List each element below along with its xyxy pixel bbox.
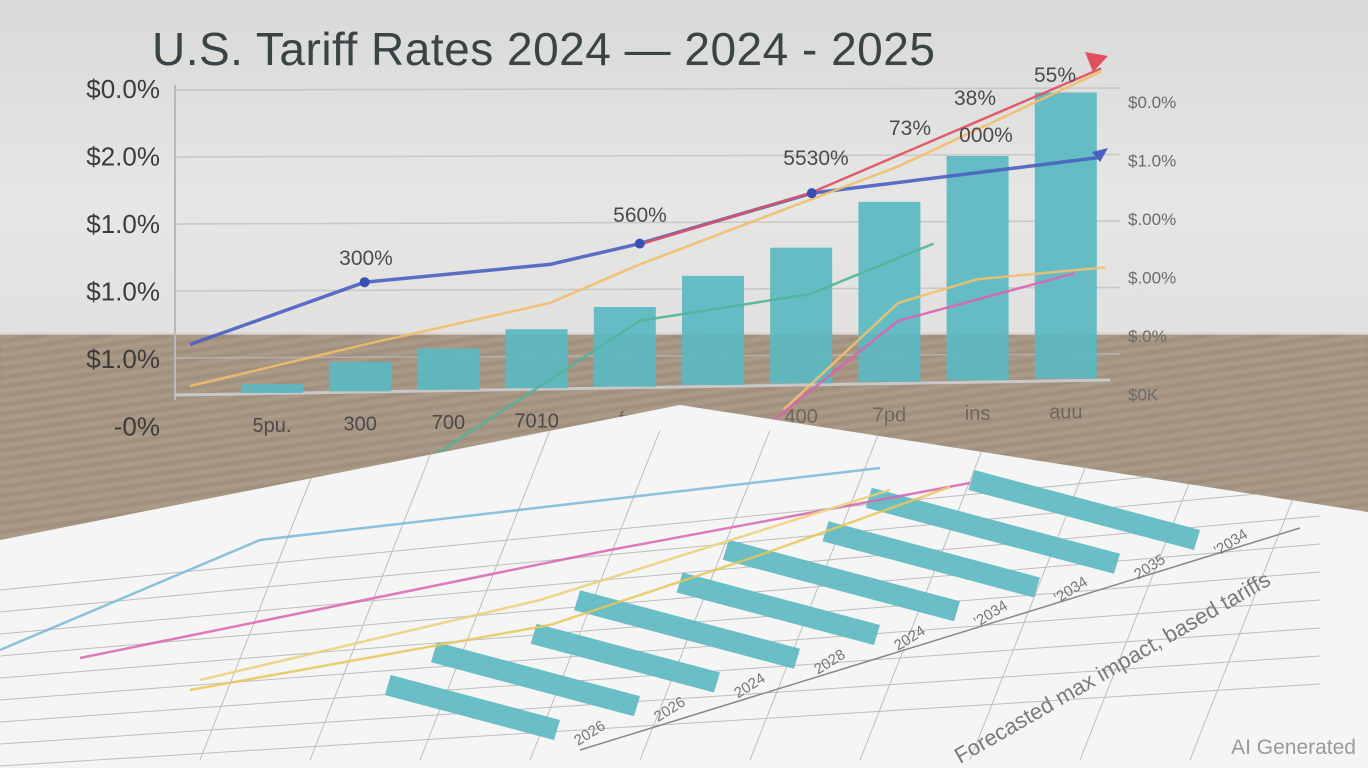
bar xyxy=(417,348,480,390)
paper-grid-line xyxy=(0,655,1321,745)
y-tick-label: $1.0% xyxy=(86,277,160,307)
bar xyxy=(505,329,568,389)
paper-bar xyxy=(430,642,640,717)
paper-bar xyxy=(865,487,1120,574)
y-tick-label: $1.0% xyxy=(86,344,160,374)
paper-line-yellow xyxy=(189,485,951,692)
data-point-marker xyxy=(359,277,370,288)
x-tick-label: 300 xyxy=(344,414,377,436)
paper-line-blue xyxy=(0,466,881,652)
paper-grid-line xyxy=(1189,429,1321,761)
y-tick-label: $2.0% xyxy=(86,142,160,172)
x-tick-label: 700 xyxy=(432,412,465,434)
data-label: 560% xyxy=(613,204,667,227)
data-label: 300% xyxy=(339,247,393,270)
chart-title: U.S. Tariff Rates 2024 — 2024 - 2025 xyxy=(152,23,936,75)
data-label: 55% xyxy=(1034,64,1076,87)
series-lines: 300% 560% 5530% 73% 000% 38% 55% xyxy=(189,52,1108,471)
paper-bar xyxy=(384,675,560,740)
paper-grid-line xyxy=(1079,429,1211,761)
y-tick-label: $0.0% xyxy=(86,74,160,104)
paper-line-yellow-2 xyxy=(199,488,891,682)
grid-line xyxy=(174,87,1121,91)
paper-grid-line xyxy=(969,429,1101,761)
x-tick-label: 7pd xyxy=(873,405,906,427)
paper-bar xyxy=(574,590,800,669)
data-point-marker xyxy=(634,238,645,249)
bar xyxy=(858,201,921,382)
data-label: 38% xyxy=(954,87,996,110)
series-line-orange xyxy=(189,70,1102,388)
x-tick-label: 5pu. xyxy=(253,415,292,437)
x-tick-label: 400 xyxy=(785,406,818,428)
watermark: AI Generated xyxy=(1231,736,1356,759)
bar xyxy=(329,361,392,392)
data-point-marker xyxy=(806,188,817,199)
paper-bar xyxy=(676,572,880,645)
paper-grid-line xyxy=(199,429,331,761)
paper-bar xyxy=(722,539,960,622)
bar xyxy=(946,156,1009,381)
data-label: 000% xyxy=(959,124,1013,147)
series-line-blue xyxy=(189,155,1100,347)
paper-grid-line xyxy=(0,459,1321,591)
axis-ticks: $0.0% $2.0% $1.0% $1.0% $1.0% -0% $0.0% $1.0% $.… xyxy=(86,74,1176,442)
paper-lines xyxy=(0,466,971,692)
x-tick-label: auu xyxy=(1049,402,1082,424)
bar xyxy=(682,275,744,385)
y2-tick-label: $0.0% xyxy=(1128,93,1176,112)
arrow-head-icon xyxy=(1092,148,1108,162)
paper-bar xyxy=(530,623,720,693)
y-tick-label: -0% xyxy=(114,412,160,442)
grid-line xyxy=(174,153,1121,158)
series-line-pink xyxy=(729,272,1075,456)
y2-tick-label: $.00% xyxy=(1128,269,1176,288)
paper-grid-line xyxy=(749,429,881,761)
x-tick-label: ins xyxy=(965,403,991,425)
y2-tick-label: $1.0% xyxy=(1128,152,1176,171)
x-tick-label: 7010 xyxy=(514,411,559,433)
y2-tick-label: $0K xyxy=(1128,386,1159,405)
paper-bars xyxy=(384,470,1200,740)
data-label: 5530% xyxy=(783,147,848,170)
arrow-head-icon xyxy=(1085,52,1108,72)
bar xyxy=(241,384,303,393)
series-line-orange-low xyxy=(782,266,1106,411)
y-tick-label: $1.0% xyxy=(86,209,160,239)
bar xyxy=(770,247,833,384)
y2-tick-label: $.00% xyxy=(1128,210,1176,229)
y2-tick-label: $.0% xyxy=(1128,327,1167,346)
series-line-green xyxy=(412,242,934,471)
paper-grid-line xyxy=(0,515,1321,635)
paper-line-pink xyxy=(79,481,971,660)
data-label: 73% xyxy=(889,117,931,140)
paper-grid-line xyxy=(309,429,441,761)
x-axis xyxy=(174,378,1111,397)
paper-axis xyxy=(579,527,1301,751)
paper-bar xyxy=(968,470,1200,550)
bar xyxy=(1034,92,1097,379)
paper-bar xyxy=(822,521,1040,598)
